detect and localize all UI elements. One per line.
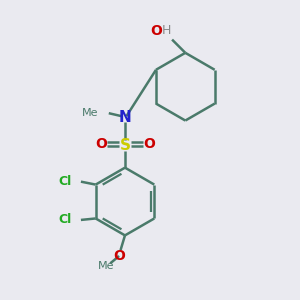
Text: O: O — [143, 137, 155, 151]
Text: O: O — [95, 137, 107, 151]
Text: Me: Me — [82, 108, 98, 118]
Text: S: S — [119, 138, 130, 153]
Text: Cl: Cl — [59, 175, 72, 188]
Text: O: O — [150, 24, 162, 38]
Text: Me: Me — [98, 261, 114, 271]
Text: H: H — [162, 24, 171, 37]
Text: Cl: Cl — [59, 213, 72, 226]
Text: O: O — [113, 249, 125, 263]
Text: N: N — [118, 110, 131, 125]
